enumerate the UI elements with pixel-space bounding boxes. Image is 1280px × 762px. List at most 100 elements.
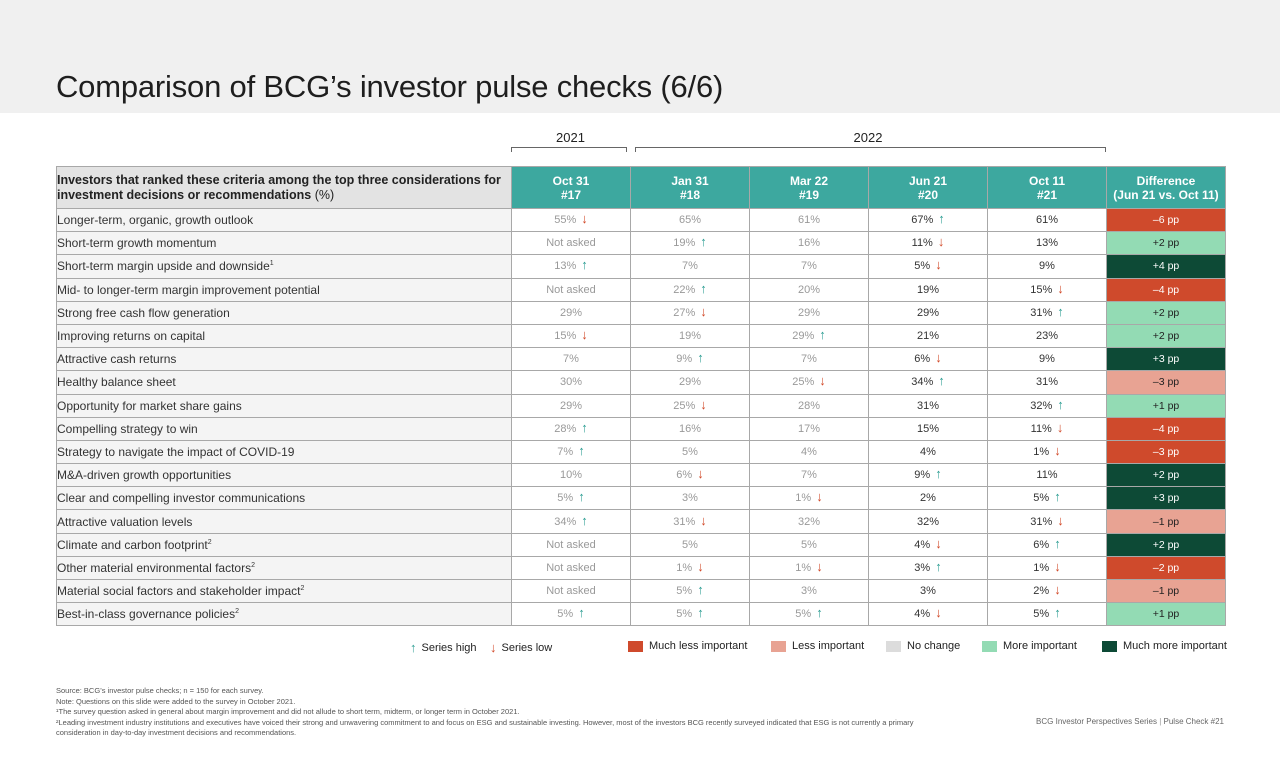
difference-cell: –3 pp bbox=[1106, 439, 1226, 465]
table-row: Improving returns on capital 15% ↓ 19% 29% ↑ 2… bbox=[56, 323, 1226, 349]
criteria-header-unit: (%) bbox=[314, 187, 335, 202]
value-cell: 16% bbox=[749, 231, 869, 256]
value-cell: 28% bbox=[749, 393, 869, 418]
value-text: 28% bbox=[797, 399, 821, 412]
value-text: 67% bbox=[911, 214, 934, 227]
up-arrow-icon: ↑ bbox=[819, 327, 826, 343]
value-text: 6% bbox=[914, 353, 931, 366]
difference-cell: +2 pp bbox=[1106, 323, 1226, 349]
criterion-cell: Other material environmental factors2 bbox=[56, 555, 512, 581]
criterion-cell: Opportunity for market share gains bbox=[56, 393, 512, 418]
down-arrow-icon: ↓ bbox=[937, 234, 945, 250]
value-text: 25% bbox=[673, 399, 696, 412]
up-arrow-icon: ↑ bbox=[1054, 489, 1061, 505]
value-cell: 22% ↑ bbox=[630, 277, 750, 302]
down-arrow-icon: ↓ bbox=[697, 558, 704, 574]
criterion-label: Short-term margin upside and downside bbox=[57, 259, 270, 274]
value-cell: 31% ↓ bbox=[630, 509, 750, 534]
footer-pulse-check: Pulse Check #21 bbox=[1163, 717, 1224, 726]
value-cell: 10% bbox=[511, 463, 631, 488]
value-text: 1% bbox=[795, 561, 812, 574]
value-cell: 7% bbox=[630, 254, 750, 279]
value-cell: 11% ↓ bbox=[987, 416, 1107, 441]
value-cell: 23% bbox=[987, 323, 1107, 349]
table-row: Climate and carbon footprint2 Not asked 5%… bbox=[56, 532, 1226, 557]
table-row: Material social factors and stakeholder … bbox=[56, 578, 1226, 604]
value-cell: 32% bbox=[868, 509, 988, 534]
footnote-marker: 2 bbox=[235, 608, 239, 616]
criterion-cell: Short-term growth momentum bbox=[56, 231, 512, 256]
page-title: Comparison of BCG’s investor pulse check… bbox=[56, 68, 724, 104]
table-row: Compelling strategy to win 28% ↑ 16% 17% 15% 1… bbox=[56, 416, 1226, 441]
value-text: 31% bbox=[1030, 306, 1053, 319]
criterion-cell: Clear and compelling investor communicat… bbox=[56, 486, 512, 511]
down-arrow-icon: ↓ bbox=[697, 466, 704, 482]
legend-series-high: ↑ Series high bbox=[410, 640, 477, 655]
value-text: 29% bbox=[916, 306, 940, 319]
value-cell: 2% bbox=[868, 486, 988, 511]
footnote-note: Note: Questions on this slide were added… bbox=[56, 696, 296, 706]
value-cell: 15% ↓ bbox=[987, 277, 1107, 302]
value-cell: 4% ↓ bbox=[868, 532, 988, 557]
value-cell: 19% bbox=[630, 323, 750, 349]
criterion-label: Other material environmental factors bbox=[57, 560, 252, 575]
legend-swatch bbox=[628, 640, 643, 652]
value-text: Not asked bbox=[546, 538, 596, 551]
survey-column-header: Mar 22 #19 bbox=[749, 166, 869, 209]
legend-swatch bbox=[771, 640, 786, 652]
value-text: 6% bbox=[1033, 538, 1050, 551]
down-arrow-icon: ↓ bbox=[935, 535, 942, 551]
value-cell: 67% ↑ bbox=[868, 207, 988, 233]
value-text: 29% bbox=[797, 306, 821, 319]
survey-column-header: Oct 11 #21 bbox=[987, 166, 1107, 209]
up-arrow-icon: ↑ bbox=[935, 558, 942, 574]
value-text: 29% bbox=[559, 399, 583, 412]
legend-label: Series low bbox=[501, 641, 553, 654]
value-text: 9% bbox=[914, 469, 931, 482]
footnote-1: ¹The survey question asked in general ab… bbox=[56, 707, 520, 716]
up-arrow-icon: ↑ bbox=[581, 419, 588, 435]
value-cell: 29% ↑ bbox=[749, 323, 869, 349]
difference-cell: +4 pp bbox=[1106, 254, 1226, 279]
value-text: 15% bbox=[554, 330, 577, 343]
value-cell: 13% bbox=[987, 231, 1107, 256]
value-text: 9% bbox=[676, 353, 693, 366]
value-cell: 1% ↓ bbox=[987, 439, 1107, 465]
down-arrow-icon: ↓ bbox=[819, 373, 826, 389]
value-text: 21% bbox=[916, 330, 940, 343]
table-row: Healthy balance sheet 30% 29% 25% ↓ 34% ↑ 31% –3… bbox=[56, 370, 1226, 395]
table-row: Opportunity for market share gains 29% 25%… bbox=[56, 393, 1226, 418]
value-text: 6% bbox=[676, 469, 693, 482]
difference-cell: +3 pp bbox=[1106, 486, 1226, 511]
table-row: Short-term margin upside and downside1 13… bbox=[56, 254, 1226, 279]
value-text: 65% bbox=[678, 214, 702, 227]
value-cell: 7% bbox=[749, 347, 869, 372]
value-text: 11% bbox=[1030, 422, 1052, 435]
value-cell: 2% ↓ bbox=[987, 578, 1107, 604]
year-label-2021: 2021 bbox=[556, 130, 585, 145]
value-cell: 30% bbox=[511, 370, 631, 395]
up-arrow-icon: ↑ bbox=[816, 605, 823, 621]
difference-column-header: Difference (Jun 21 vs. Oct 11) bbox=[1106, 166, 1226, 209]
value-text: 5% bbox=[676, 585, 693, 598]
footnote-2: ²Leading investment industry institution… bbox=[56, 717, 914, 738]
value-cell: 19% ↑ bbox=[630, 231, 750, 256]
value-text: 5% bbox=[557, 492, 574, 505]
legend-swatch bbox=[886, 640, 901, 652]
value-text: 15% bbox=[916, 422, 940, 435]
up-arrow-icon: ↑ bbox=[1057, 303, 1064, 319]
down-arrow-icon: ↓ bbox=[1054, 582, 1061, 598]
up-arrow-icon: ↑ bbox=[697, 605, 704, 621]
table-row: Mid- to longer-term margin improvement p… bbox=[56, 277, 1226, 302]
criterion-cell: Material social factors and stakeholder … bbox=[56, 578, 512, 604]
legend-label: More important bbox=[1003, 640, 1077, 652]
value-cell: 17% bbox=[749, 416, 869, 441]
criterion-label: Strong free cash flow generation bbox=[57, 305, 230, 320]
value-cell: 3% ↑ bbox=[868, 555, 988, 581]
value-cell: 65% bbox=[630, 207, 750, 233]
criterion-cell: Strategy to navigate the impact of COVID… bbox=[56, 439, 512, 465]
value-cell: 31% ↑ bbox=[987, 300, 1107, 325]
up-arrow-icon: ↑ bbox=[1054, 605, 1061, 621]
value-text: 19% bbox=[916, 283, 940, 296]
value-cell: 7% ↑ bbox=[511, 439, 631, 465]
